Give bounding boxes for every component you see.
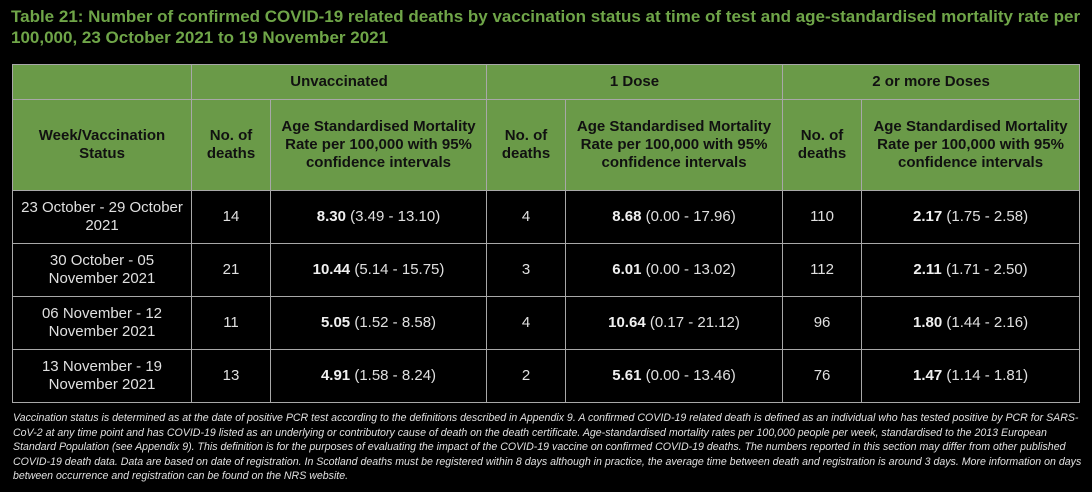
group-header-2-doses: 2 or more Doses	[782, 64, 1081, 100]
deaths-cell: 21	[191, 243, 271, 297]
rate-value: 5.61	[612, 367, 642, 384]
table-row: 06 November - 12 November 2021 11 5.05 (1.…	[12, 296, 1081, 350]
confidence-interval: (0.00 - 13.46)	[645, 367, 736, 384]
group-header-1-dose: 1 Dose	[486, 64, 784, 100]
confidence-interval: (1.75 - 2.58)	[946, 208, 1029, 225]
rate-cell: 8.68 (0.00 - 17.96)	[565, 190, 784, 244]
confidence-interval: (1.58 - 8.24)	[354, 367, 437, 384]
deaths-cell: 11	[191, 296, 271, 350]
confidence-interval: (3.49 - 13.10)	[350, 208, 441, 225]
table-row: 13 November - 19 November 2021 13 4.91 (1.…	[12, 349, 1081, 403]
rate-value: 1.47	[912, 367, 943, 384]
rate-cell: 4.91 (1.58 - 8.24)	[269, 349, 488, 403]
rate-value: 10.44	[312, 261, 351, 278]
deaths-cell: 4	[486, 296, 567, 350]
deaths-cell: 110	[782, 190, 863, 244]
week-cell: 23 October - 29 October 2021	[12, 190, 192, 244]
group-header-unvaccinated: Unvaccinated	[190, 64, 488, 100]
table-row: 30 October - 05 November 2021 21 10.44 (5.…	[12, 243, 1081, 297]
week-cell: 06 November - 12 November 2021	[12, 296, 192, 350]
rate-value: 4.91	[320, 367, 351, 384]
deaths-table: Unvaccinated 1 Dose 2 or more Doses Week…	[12, 64, 1081, 403]
week-cell: 30 October - 05 November 2021	[12, 243, 192, 297]
header-deaths: No. of deaths	[782, 99, 863, 191]
deaths-cell: 76	[782, 349, 863, 403]
header-blank	[12, 64, 192, 100]
rate-cell: 5.61 (0.00 - 13.46)	[565, 349, 784, 403]
rate-cell: 10.64 (0.17 - 21.12)	[565, 296, 784, 350]
confidence-interval: (1.44 - 2.16)	[946, 314, 1029, 331]
deaths-cell: 2	[486, 349, 567, 403]
table-title: Table 21: Number of confirmed COVID-19 r…	[11, 7, 1081, 47]
rate-cell: 6.01 (0.00 - 13.02)	[565, 243, 784, 297]
confidence-interval: (5.14 - 15.75)	[354, 261, 445, 278]
rate-cell: 5.05 (1.52 - 8.58)	[269, 296, 488, 350]
rate-value: 1.80	[912, 314, 943, 331]
rate-cell: 1.47 (1.14 - 1.81)	[861, 349, 1081, 403]
deaths-cell: 3	[486, 243, 567, 297]
rate-cell: 10.44 (5.14 - 15.75)	[269, 243, 488, 297]
confidence-interval: (0.00 - 13.02)	[645, 261, 736, 278]
rate-value: 8.30	[316, 208, 346, 225]
rate-cell: 2.17 (1.75 - 2.58)	[861, 190, 1081, 244]
confidence-interval: (1.52 - 8.58)	[354, 314, 437, 331]
rate-cell: 8.30 (3.49 - 13.10)	[269, 190, 488, 244]
week-cell: 13 November - 19 November 2021	[12, 349, 192, 403]
deaths-cell: 4	[486, 190, 567, 244]
rate-value: 2.11	[913, 261, 942, 278]
table-row: 23 October - 29 October 2021 14 8.30 (3.49…	[12, 190, 1081, 244]
rate-value: 5.05	[320, 314, 351, 331]
header-rate: Age Standardised Mortality Rate per 100,…	[861, 99, 1081, 191]
header-deaths: No. of deaths	[486, 99, 567, 191]
confidence-interval: (1.71 - 2.50)	[945, 261, 1028, 278]
confidence-interval: (0.00 - 17.96)	[645, 208, 736, 225]
deaths-cell: 13	[191, 349, 271, 403]
rate-cell: 1.80 (1.44 - 2.16)	[861, 296, 1081, 350]
deaths-cell: 96	[782, 296, 863, 350]
confidence-interval: (0.17 - 21.12)	[649, 314, 740, 331]
rate-value: 6.01	[612, 261, 642, 278]
header-rate: Age Standardised Mortality Rate per 100,…	[565, 99, 784, 191]
footnote: Vaccination status is determined as at t…	[13, 412, 1082, 483]
header-rate: Age Standardised Mortality Rate per 100,…	[269, 99, 488, 191]
confidence-interval: (1.14 - 1.81)	[946, 367, 1029, 384]
deaths-cell: 112	[782, 243, 863, 297]
deaths-cell: 14	[191, 190, 271, 244]
rate-value: 8.68	[612, 208, 642, 225]
rate-value: 10.64	[608, 314, 646, 331]
rate-value: 2.17	[912, 208, 943, 225]
rate-cell: 2.11 (1.71 - 2.50)	[861, 243, 1081, 297]
header-week: Week/Vaccination Status	[12, 99, 192, 191]
header-deaths: No. of deaths	[191, 99, 271, 191]
